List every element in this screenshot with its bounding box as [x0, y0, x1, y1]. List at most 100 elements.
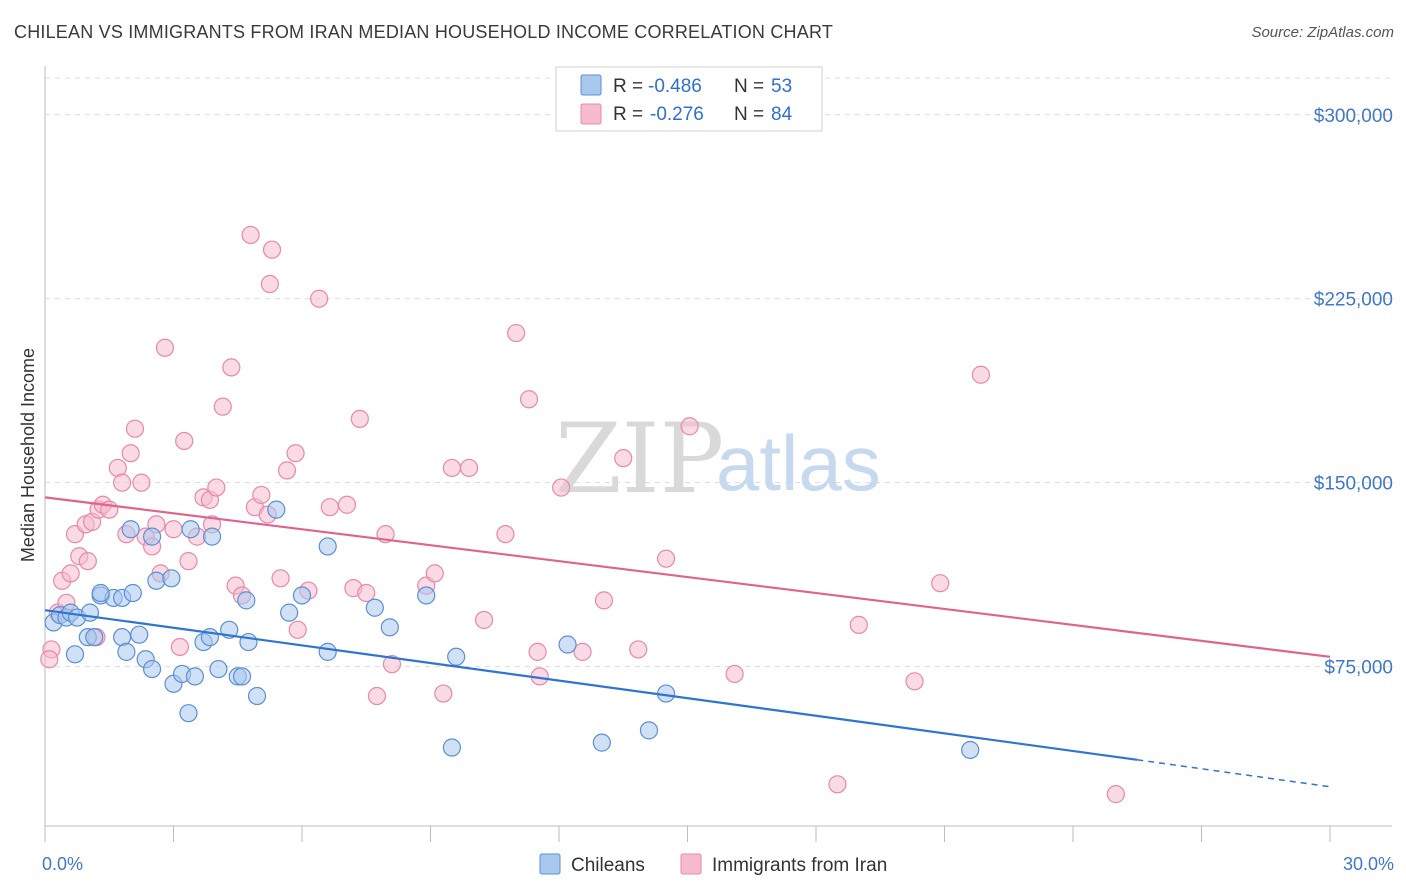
iran-point: [573, 642, 592, 661]
iran-point: [350, 409, 369, 428]
iran-point: [40, 650, 59, 669]
legend-r-label: R =: [613, 76, 643, 97]
iran-point: [320, 498, 339, 517]
chileans-point: [961, 740, 980, 760]
chileans-point: [442, 738, 462, 757]
legend-r-value: -0.276: [650, 104, 704, 125]
legend-swatch-chileans: [539, 853, 561, 875]
iran-point: [442, 458, 462, 478]
series-chileans: [44, 500, 980, 760]
iran-point: [262, 240, 282, 259]
y-tick-label: $75,000: [1324, 658, 1393, 679]
iran-point: [132, 473, 151, 492]
iran-point: [260, 274, 279, 294]
iran-point: [725, 664, 744, 684]
legend-n-value: 53: [771, 76, 792, 97]
iran-point: [241, 225, 260, 245]
y-tick-labels: $75,000 $150,000 $225,000 $300,000: [1314, 106, 1393, 679]
iran-point: [629, 640, 648, 659]
chileans-point: [142, 527, 162, 546]
x-tick-label: 30.0%: [1343, 854, 1394, 874]
chileans-point: [185, 667, 205, 686]
chileans-point: [162, 569, 181, 588]
iran-point: [474, 610, 494, 630]
chileans-point: [91, 583, 110, 603]
iran-point: [931, 574, 950, 593]
legend-n-label: N =: [734, 104, 764, 125]
watermark-atlas: atlas: [716, 419, 881, 507]
iran-point: [594, 591, 614, 610]
chileans-point: [65, 645, 85, 664]
iran-trend-line: [44, 496, 1331, 658]
iran-point: [179, 552, 198, 571]
y-tick-label: $225,000: [1314, 290, 1393, 311]
chileans-point: [80, 603, 100, 622]
iran-point: [170, 637, 190, 657]
correlation-legend: R = -0.486 N = 53 R = -0.276 N = 84: [555, 66, 823, 132]
iran-point: [528, 642, 547, 661]
iran-point: [849, 615, 868, 634]
legend-swatch-blue: [580, 74, 602, 96]
iran-point: [680, 417, 699, 436]
iran-point: [175, 431, 194, 451]
axes: [44, 66, 1392, 842]
watermark: ZIP atlas: [555, 403, 881, 515]
legend-swatch-iran: [680, 853, 702, 875]
chileans-point: [121, 520, 140, 539]
iran-point: [459, 458, 479, 478]
iran-point: [222, 358, 241, 377]
iran-point: [310, 289, 329, 308]
iran-point: [121, 444, 140, 463]
iran-point: [288, 620, 307, 639]
legend-n-label: N =: [734, 76, 764, 97]
iran-point: [507, 323, 526, 343]
legend-swatch-pink: [580, 103, 602, 125]
chileans-point: [380, 618, 399, 637]
iran-point: [155, 338, 175, 357]
chileans-point: [447, 647, 466, 666]
chileans-point: [558, 635, 577, 654]
chileans-point: [239, 632, 258, 652]
chileans-point: [247, 686, 267, 706]
chileans-point: [318, 537, 337, 556]
iran-point: [61, 564, 80, 583]
chileans-point: [639, 721, 659, 740]
chileans-point: [117, 642, 136, 661]
iran-point: [496, 525, 515, 544]
source-label: Source: ZipAtlas.com: [1251, 24, 1394, 41]
x-tick-labels: 0.0% 30.0%: [42, 854, 1394, 874]
chileans-trend-extension: [1137, 759, 1331, 788]
iran-point: [656, 549, 676, 568]
legend-r-value: -0.486: [648, 76, 702, 97]
iran-point: [828, 775, 847, 794]
chileans-point: [142, 659, 162, 679]
iran-point: [112, 473, 132, 492]
iran-point: [519, 390, 539, 409]
legend-n-value: 84: [771, 104, 793, 125]
chileans-point: [292, 586, 312, 605]
page-title: CHILEAN VS IMMIGRANTS FROM IRAN MEDIAN H…: [14, 22, 834, 42]
chileans-point: [267, 500, 286, 519]
chileans-point: [417, 586, 436, 605]
chileans-point: [147, 571, 166, 590]
chileans-point: [123, 583, 142, 603]
iran-point: [277, 461, 297, 480]
iran-point: [286, 444, 305, 463]
x-tick-label: 0.0%: [42, 854, 83, 874]
y-tick-label: $150,000: [1314, 474, 1393, 495]
chileans-point: [209, 659, 228, 679]
series-legend: Chileans Immigrants from Iran: [539, 853, 887, 876]
iran-point: [78, 552, 97, 571]
legend-r-label: R =: [613, 104, 643, 125]
legend-label-iran: Immigrants from Iran: [712, 855, 887, 876]
iran-point: [271, 569, 290, 588]
chileans-point: [179, 704, 198, 723]
iran-point: [164, 520, 183, 539]
chileans-point: [592, 733, 611, 752]
y-axis-title: Median Household Income: [18, 348, 38, 562]
chileans-point: [280, 603, 299, 622]
iran-point: [382, 655, 402, 674]
iran-point: [252, 485, 271, 505]
legend-label-chileans: Chileans: [571, 855, 645, 876]
chileans-point: [85, 628, 104, 647]
